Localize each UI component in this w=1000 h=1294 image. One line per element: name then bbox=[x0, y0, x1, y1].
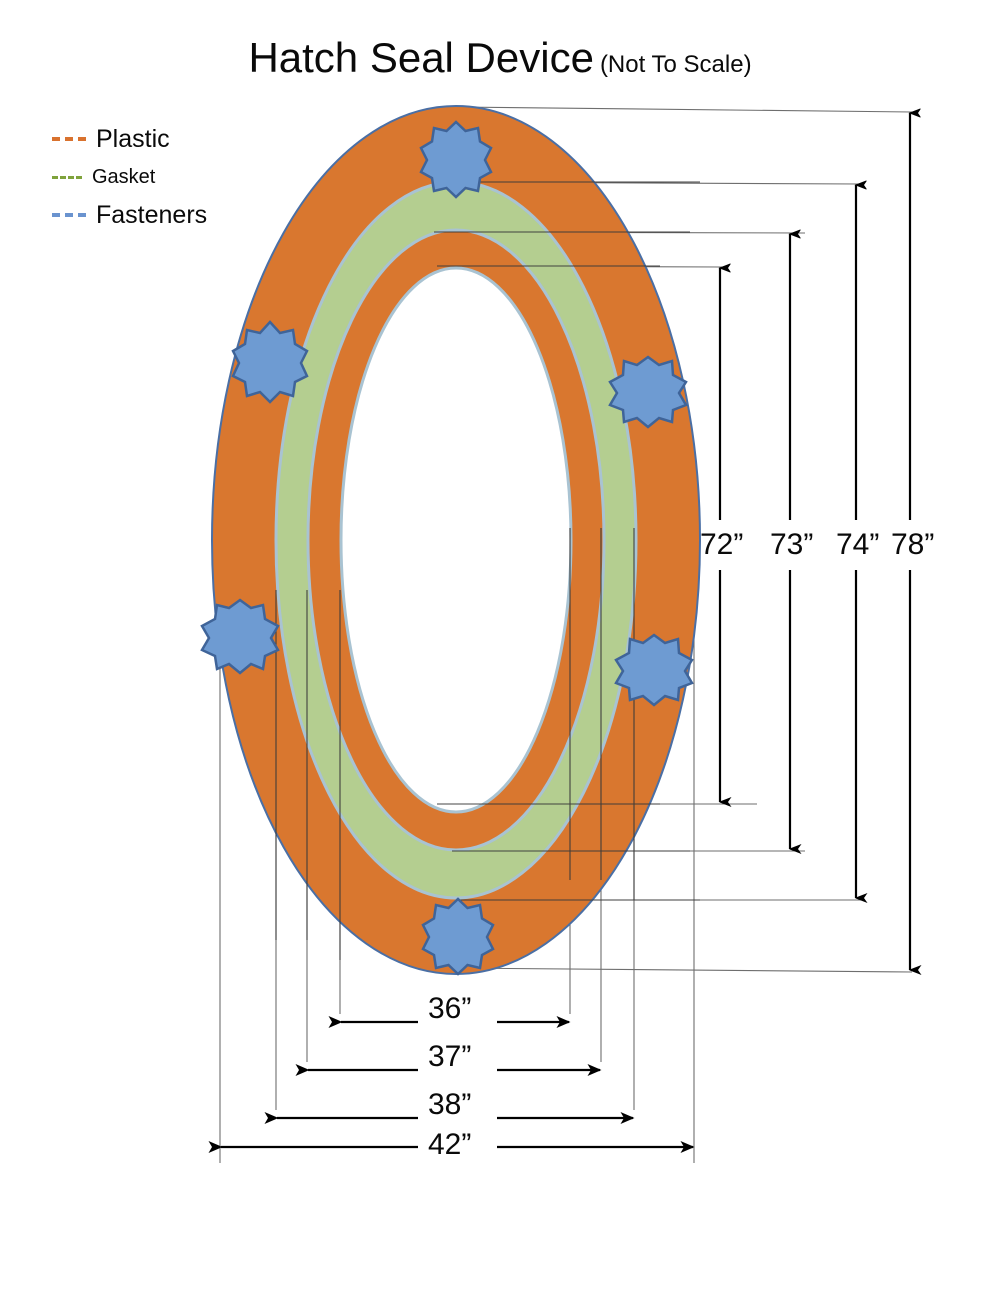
legend-label-gasket: Gasket bbox=[92, 166, 156, 188]
dimension-label-42: 42” bbox=[428, 1128, 472, 1161]
fastener-star-icon-top[interactable] bbox=[419, 120, 493, 199]
horizontal-dimension-arrows bbox=[208, 1016, 695, 1153]
dimension-label-74: 74” bbox=[836, 528, 880, 561]
legend-label-plastic: Plastic bbox=[96, 124, 170, 153]
fastener-star-icon-lower-right[interactable] bbox=[614, 633, 694, 707]
title-subtitle-text: (Not To Scale) bbox=[599, 51, 752, 78]
ext-line-top-78 bbox=[454, 106, 913, 113]
fastener-star-icon-upper-left[interactable] bbox=[231, 320, 309, 404]
fasteners-group bbox=[200, 120, 694, 976]
legend-item-fasteners: Fasteners bbox=[52, 196, 272, 234]
dimension-label-78: 78” bbox=[891, 528, 935, 561]
legend-label-fasteners: Fasteners bbox=[96, 200, 208, 229]
ext-line-bottom-78 bbox=[449, 967, 913, 973]
dimension-label-38: 38” bbox=[428, 1088, 472, 1121]
dimension-label-36: 36” bbox=[428, 992, 472, 1025]
fastener-star-icon-upper-right[interactable] bbox=[608, 355, 688, 429]
dimension-label-72: 72” bbox=[700, 528, 744, 561]
dashed-line-icon-fasteners bbox=[52, 213, 86, 217]
dimension-label-73: 73” bbox=[770, 528, 814, 561]
fastener-star-icon-lower-left[interactable] bbox=[200, 598, 280, 675]
vertical-dimension-arrows bbox=[720, 113, 910, 970]
legend: Plastic Gasket Fasteners bbox=[52, 120, 272, 234]
legend-item-plastic: Plastic bbox=[52, 120, 272, 158]
page-title: Hatch Seal Device (Not To Scale) bbox=[0, 34, 1000, 82]
fastener-star-icon-bottom[interactable] bbox=[421, 897, 495, 976]
hatch-seal-rings bbox=[211, 105, 701, 975]
dashed-line-icon-plastic bbox=[52, 137, 86, 141]
center-opening bbox=[339, 266, 573, 814]
legend-item-gasket: Gasket bbox=[52, 158, 272, 196]
title-main-text: Hatch Seal Device bbox=[248, 34, 594, 81]
dashed-line-icon-gasket bbox=[52, 175, 82, 179]
dimension-label-37: 37” bbox=[428, 1040, 472, 1073]
